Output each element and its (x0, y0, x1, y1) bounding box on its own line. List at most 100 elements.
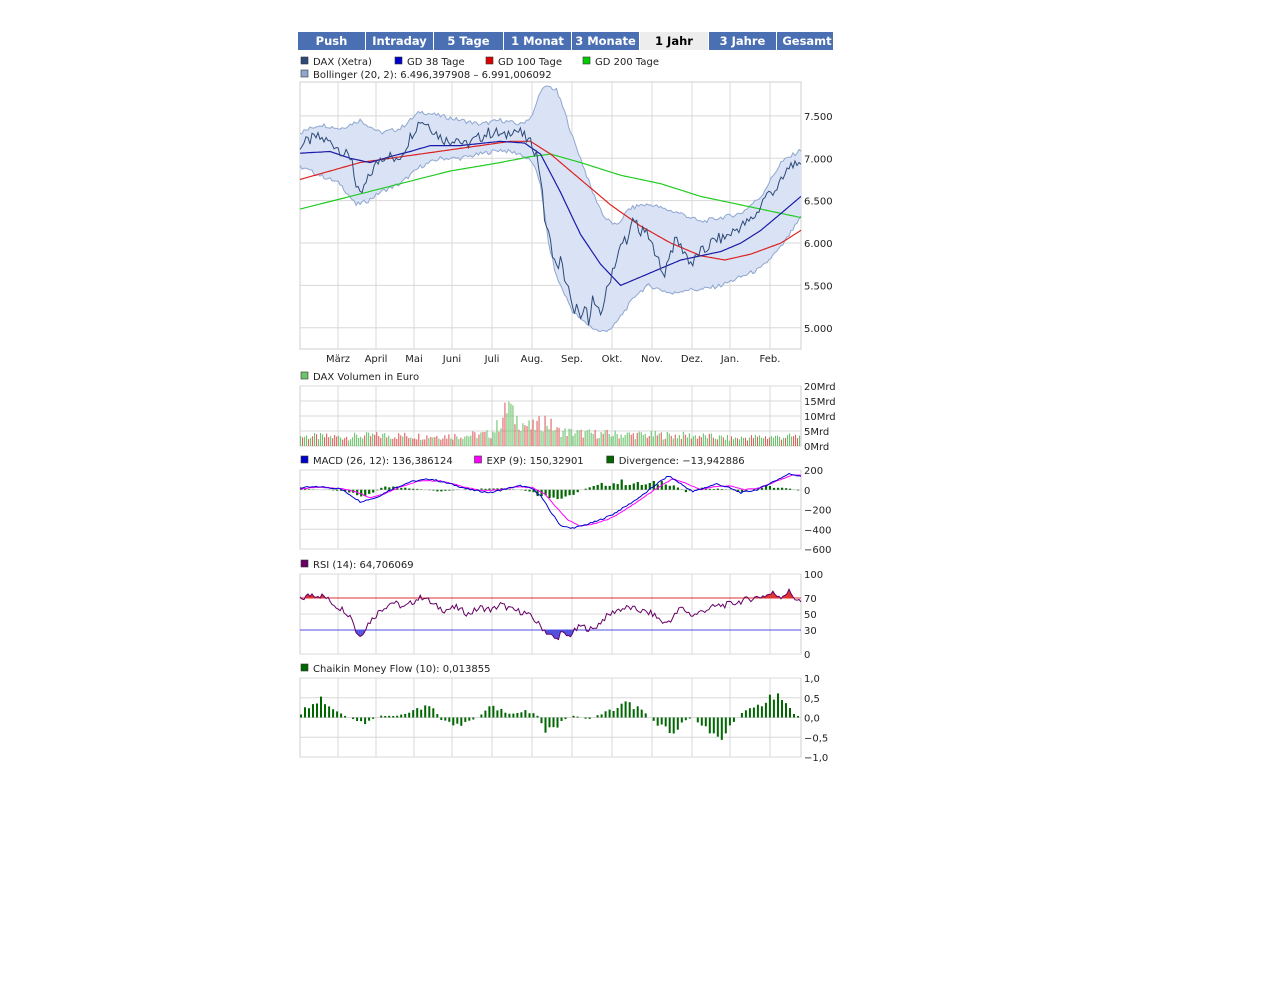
volume-bar (376, 432, 378, 446)
legend-swatch (582, 56, 591, 65)
tab-5-tage[interactable]: 5 Tage (434, 32, 503, 50)
volume-bar (378, 436, 380, 446)
price-xtick: Juli (484, 354, 500, 365)
divergence-bar (572, 489, 575, 495)
cmf-bar (548, 717, 551, 728)
cmf-bar (368, 717, 371, 721)
cmf-bar (793, 714, 795, 718)
volume-ytick: 0Mrd (804, 442, 829, 453)
volume-bar (402, 436, 404, 446)
divergence-bar (632, 483, 635, 490)
volume-ytick: 20Mrd (804, 382, 836, 393)
volume-bar (728, 440, 730, 446)
volume-bar (390, 438, 392, 446)
volume-bar (791, 436, 793, 446)
cmf-bar (448, 717, 451, 722)
volume-bar (698, 435, 700, 446)
tab-1-jahr[interactable]: 1 Jahr (640, 32, 708, 50)
tab-1-monat[interactable]: 1 Monat (504, 32, 571, 50)
tab-3-jahre[interactable]: 3 Jahre (709, 32, 776, 50)
cmf-bar (628, 702, 631, 718)
legend-label: Bollinger (20, 2): 6.496,397908 – 6.991,… (313, 70, 552, 81)
legend-swatch (606, 455, 615, 464)
volume-bar (372, 433, 374, 446)
cmf-bar (308, 708, 310, 718)
cmf-bar (536, 715, 539, 718)
divergence-bar (440, 489, 443, 492)
volume-bar (702, 433, 704, 446)
divergence-bar (480, 488, 483, 490)
volume-bar (478, 434, 480, 446)
legend-label: MACD (26, 12): 136,386124 (313, 456, 453, 467)
volume-bar (482, 431, 484, 446)
price-ytick: 7.000 (804, 154, 833, 165)
cmf-ytick: 1,0 (804, 674, 820, 685)
cmf-bar (744, 710, 747, 718)
volume-bar (568, 428, 570, 446)
volume-bar (668, 433, 670, 446)
volume-bar (686, 437, 688, 446)
volume-bar (314, 433, 316, 446)
tab-gesamt[interactable]: Gesamt (777, 32, 833, 50)
volume-bar (768, 437, 770, 446)
cmf-bar (760, 706, 763, 718)
tab-3-monate[interactable]: 3 Monate (572, 32, 639, 50)
volume-bar (752, 438, 754, 446)
cmf-bar (456, 717, 459, 724)
macd-legend: MACD (26, 12): 136,386124 EXP (9): 150,32… (300, 455, 745, 467)
volume-bar (328, 437, 330, 446)
volume-bar (308, 439, 310, 446)
cmf-bar (704, 717, 707, 727)
volume-ytick: 5Mrd (804, 427, 829, 438)
volume-bar (652, 436, 654, 446)
volume-bar (374, 434, 376, 446)
volume-bar (616, 434, 618, 446)
tab-intraday[interactable]: Intraday (366, 32, 433, 50)
volume-bar (488, 437, 490, 446)
volume-bar (770, 436, 772, 446)
cmf-legend: Chaikin Money Flow (10): 0,013855 (300, 663, 490, 675)
volume-bar (654, 431, 656, 446)
volume-bar (672, 438, 674, 446)
cmf-bar (728, 717, 731, 726)
volume-bar (564, 428, 566, 446)
rsi-ytick: 50 (804, 610, 817, 621)
divergence-bar (536, 489, 539, 497)
volume-bar (608, 434, 610, 446)
cmf-bar (781, 700, 783, 718)
bollinger-upper (299, 85, 802, 225)
divergence-bar (772, 487, 776, 490)
cmf-bar (392, 716, 395, 718)
tab-push[interactable]: Push (298, 32, 365, 50)
volume-bar (696, 438, 698, 446)
cmf-bar (756, 704, 759, 718)
volume-bar (718, 435, 720, 446)
divergence-bar (376, 489, 379, 491)
volume-bar (468, 436, 470, 446)
volume-bar (658, 433, 660, 446)
volume-bar (596, 438, 598, 446)
volume-bar (540, 430, 542, 446)
volume-bar (618, 438, 620, 446)
divergence-bar (524, 489, 527, 491)
legend-label: GD 38 Tage (407, 57, 465, 68)
volume-bar (358, 438, 360, 446)
volume-bar (502, 417, 504, 446)
volume-bar (392, 438, 394, 446)
price-xtick: Aug. (521, 354, 544, 365)
volume-bar (781, 439, 783, 446)
volume-bar (510, 403, 512, 446)
price-ytick: 5.500 (804, 281, 833, 292)
cmf-bar (340, 713, 343, 718)
volume-bar (566, 436, 568, 446)
divergence-bar (348, 489, 351, 493)
divergence-bar (332, 489, 335, 491)
series-macd (299, 472, 802, 529)
cmf-bar (716, 717, 719, 737)
cmf-bar (336, 711, 339, 718)
cmf-bar (604, 711, 607, 718)
cmf-bar (748, 708, 751, 718)
cmf-bar (688, 717, 691, 719)
cmf-bar (484, 710, 487, 718)
bollinger-lower (299, 148, 802, 333)
